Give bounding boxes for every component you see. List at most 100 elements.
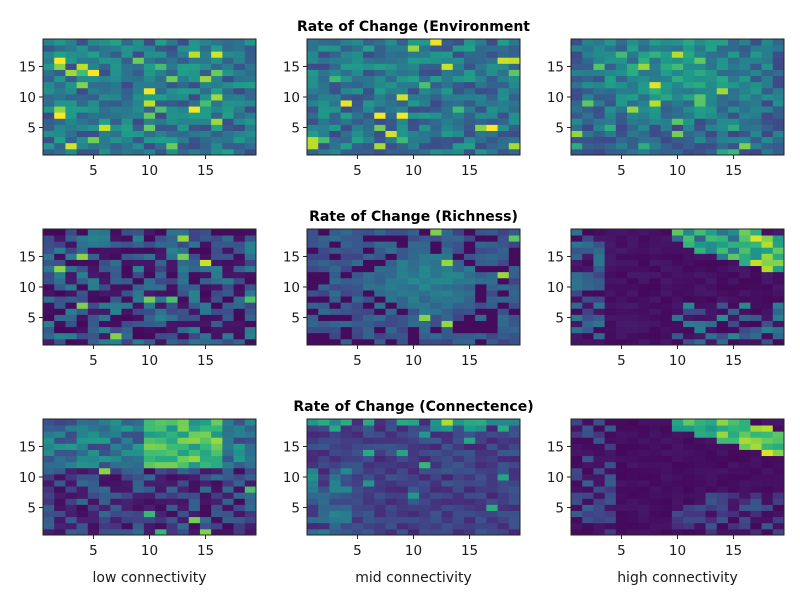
heatmap-cell bbox=[211, 63, 223, 70]
heatmap-cell bbox=[486, 290, 498, 297]
heatmap-cell bbox=[121, 320, 134, 328]
heatmap-cell bbox=[671, 51, 684, 58]
heatmap-cell bbox=[705, 528, 718, 536]
heatmap-cell bbox=[43, 51, 55, 58]
heatmap-cell bbox=[43, 81, 55, 89]
heatmap-cell bbox=[99, 522, 111, 530]
heatmap-cell bbox=[374, 443, 386, 450]
heatmap-cell bbox=[177, 473, 190, 481]
heatmap-cell bbox=[716, 130, 729, 138]
heatmap-cell bbox=[199, 253, 212, 260]
heatmap-cell bbox=[385, 241, 398, 248]
heatmap-cell bbox=[407, 425, 420, 432]
heatmap-cell bbox=[430, 308, 442, 315]
heatmap-cell bbox=[351, 45, 364, 52]
heatmap-cell bbox=[155, 247, 167, 254]
y-tick-label: 5 bbox=[27, 501, 36, 517]
heatmap-cell bbox=[694, 57, 706, 64]
heatmap-cell bbox=[76, 486, 89, 493]
heatmap-cell bbox=[452, 461, 465, 469]
heatmap-cell bbox=[374, 320, 386, 328]
heatmap-cell bbox=[233, 45, 246, 52]
heatmap-cell bbox=[604, 136, 617, 144]
heatmap-cell bbox=[463, 124, 476, 131]
heatmap-cell bbox=[307, 522, 319, 530]
heatmap-cell bbox=[132, 320, 145, 328]
heatmap-cell bbox=[604, 63, 617, 70]
heatmap-cell bbox=[155, 51, 167, 58]
heatmap-cell bbox=[76, 296, 89, 303]
heatmap-cell bbox=[727, 235, 740, 242]
heatmap-cell bbox=[475, 467, 487, 475]
heatmap-cell bbox=[199, 63, 212, 70]
heatmap-cell bbox=[497, 308, 510, 315]
heatmap-cell bbox=[593, 277, 606, 285]
heatmap-cell bbox=[508, 473, 521, 481]
heatmap-cell bbox=[340, 247, 353, 254]
heatmap-cell bbox=[385, 326, 398, 334]
heatmap-cell bbox=[761, 51, 774, 58]
heatmap-cell bbox=[671, 425, 684, 432]
heatmap-cell bbox=[374, 510, 386, 518]
heatmap-cell bbox=[43, 63, 55, 70]
heatmap-cell bbox=[761, 504, 774, 511]
heatmap-cell bbox=[761, 308, 774, 315]
heatmap-cell bbox=[351, 100, 364, 107]
heatmap-cell bbox=[615, 118, 628, 125]
x-tick-label: 10 bbox=[141, 543, 158, 559]
heatmap-cell bbox=[177, 63, 190, 70]
heatmap-cell bbox=[649, 326, 662, 334]
heatmap-cell bbox=[340, 302, 353, 309]
heatmap-cell bbox=[593, 510, 606, 518]
heatmap-cell bbox=[604, 522, 617, 530]
heatmap-cell bbox=[374, 283, 386, 291]
heatmap-cell bbox=[363, 516, 375, 524]
heatmap-cell bbox=[143, 81, 156, 89]
heatmap-cell bbox=[374, 498, 386, 505]
heatmap-cell bbox=[318, 516, 330, 524]
heatmap-cell bbox=[363, 136, 375, 144]
heatmap-cell bbox=[716, 277, 729, 285]
heatmap-cell bbox=[65, 498, 78, 505]
heatmap-cell bbox=[649, 455, 662, 463]
heatmap-cell bbox=[430, 63, 442, 70]
heatmap-cell bbox=[374, 326, 386, 334]
heatmap-cell bbox=[694, 308, 706, 315]
heatmap-cell bbox=[671, 130, 684, 138]
heatmap-cell bbox=[593, 87, 606, 95]
heatmap-cell bbox=[43, 235, 55, 242]
heatmap-cell bbox=[351, 338, 364, 346]
heatmap-cell bbox=[772, 504, 785, 511]
heatmap-cell bbox=[188, 326, 201, 334]
heatmap-cell bbox=[351, 136, 364, 144]
heatmap-cell bbox=[419, 271, 431, 279]
heatmap-cell bbox=[638, 51, 650, 58]
heatmap-cell bbox=[155, 136, 167, 144]
heatmap-cell bbox=[374, 247, 386, 254]
heatmap-cell bbox=[419, 51, 431, 58]
heatmap-cell bbox=[441, 486, 454, 493]
heatmap-cell bbox=[604, 81, 617, 89]
heatmap-cell bbox=[132, 142, 145, 150]
heatmap-cell bbox=[177, 486, 190, 493]
heatmap-cell bbox=[694, 87, 706, 95]
heatmap-cell bbox=[683, 81, 695, 89]
heatmap-cell bbox=[750, 45, 762, 52]
heatmap-cell bbox=[199, 45, 212, 52]
heatmap-cell bbox=[188, 516, 201, 524]
heatmap-cell bbox=[582, 308, 594, 315]
heatmap-cell bbox=[452, 473, 465, 481]
heatmap-cell bbox=[593, 148, 606, 156]
heatmap-cell bbox=[351, 296, 364, 303]
heatmap-cell bbox=[452, 277, 465, 285]
heatmap-cell bbox=[385, 425, 398, 432]
heatmap-cell bbox=[593, 93, 606, 101]
heatmap-cell bbox=[177, 57, 190, 64]
heatmap-cell bbox=[363, 39, 375, 46]
heatmap-cell bbox=[419, 148, 431, 156]
heatmap-cell bbox=[199, 492, 212, 499]
heatmap-cell bbox=[385, 320, 398, 328]
heatmap-cell bbox=[110, 63, 122, 70]
heatmap-cell bbox=[627, 437, 639, 444]
heatmap-cell bbox=[694, 492, 706, 499]
